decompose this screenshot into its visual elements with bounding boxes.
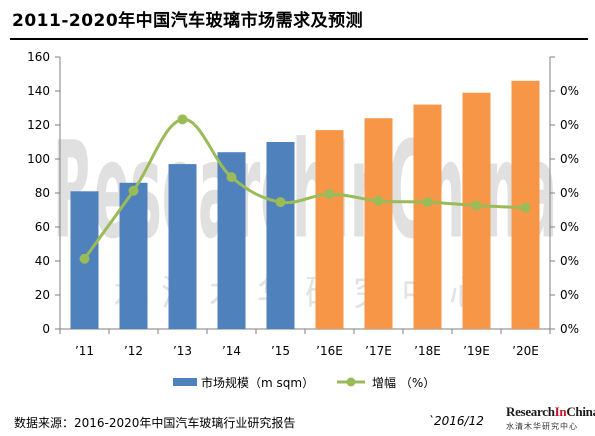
legend-line-label: 增幅 （%） [372,375,435,390]
bar [413,104,442,329]
x-axis-tick-label: ’19E [463,344,490,358]
chart-svg: ResearchInChina 水清木华研究中心 020406080100120… [27,50,579,390]
logo-suffix: China [566,404,595,419]
legend: 市场规模（m sqm） 增幅 （%） [173,375,435,390]
x-axis-tick-label: ’16E [316,344,343,358]
brand-logo: ResearchInChina 水清木华研究中心 [506,404,595,434]
legend-bar-swatch [173,378,197,386]
x-axis-tick-label: ’18E [414,344,441,358]
left-axis-tick-label: 100 [27,152,50,166]
bar [315,130,344,329]
x-axis-tick-label: ’13 [173,344,192,358]
right-axis-tick-label: 0% [560,84,579,98]
growth-point [324,189,335,200]
right-axis-tick-label: 0% [560,254,579,268]
legend-line-marker [346,377,356,387]
x-axis-tick-label: ’15 [271,344,290,358]
right-axis-tick-label: 0% [560,322,579,336]
right-axis-tick-label: 0% [560,288,579,302]
right-axis-tick-label: 0% [560,152,579,166]
left-axis-tick-label: 160 [27,50,50,64]
left-axis-tick-label: 140 [27,84,50,98]
left-axis-tick-label: 0 [42,322,50,336]
left-axis-tick-label: 40 [35,254,50,268]
bars [70,80,540,329]
growth-point [177,114,188,125]
legend-bar-label: 市场规模（m sqm） [201,375,314,390]
bar [119,182,148,329]
logo-highlight: In [554,404,567,419]
bar [266,142,295,329]
left-axis-tick-label: 20 [35,288,50,302]
x-axis-tick-label: ’17E [365,344,392,358]
bar [168,164,197,329]
right-axis-tick-label: 0% [560,186,579,200]
left-axis-tick-label: 60 [35,220,50,234]
growth-line-path [83,117,526,260]
growth-point [373,195,384,206]
right-axis-tick-label: 0% [560,118,579,132]
growth-line [79,114,531,264]
x-axis-tick-label: ’20E [512,344,539,358]
page-title: 2011-2020年中国汽车玻璃市场需求及预测 [12,11,364,31]
growth-point [471,200,482,211]
growth-point [226,172,237,183]
bar [364,118,393,329]
right-axis-tick-label: 0% [560,220,579,234]
left-axis-tick-label: 120 [27,118,50,132]
report-date: `2016/12 [428,414,484,428]
growth-point [128,185,139,196]
logo-subtitle: 水清木华研究中心 [506,422,578,431]
growth-point [275,197,286,208]
x-axis-tick-label: ’12 [124,344,143,358]
growth-point [422,197,433,208]
growth-point [79,253,90,264]
logo-prefix: Research [506,404,555,419]
growth-point [520,202,531,213]
left-axis-tick-label: 80 [35,186,50,200]
source-note: 数据来源：2016-2020年中国汽车玻璃行业研究报告 [14,416,296,430]
logo-wordmark: ResearchInChina [506,404,595,420]
x-axis-tick-label: ’11 [75,344,94,358]
title-rule [10,38,588,40]
bar [462,92,491,329]
footer [0,400,595,436]
x-axis-tick-label: ’14 [222,344,241,358]
